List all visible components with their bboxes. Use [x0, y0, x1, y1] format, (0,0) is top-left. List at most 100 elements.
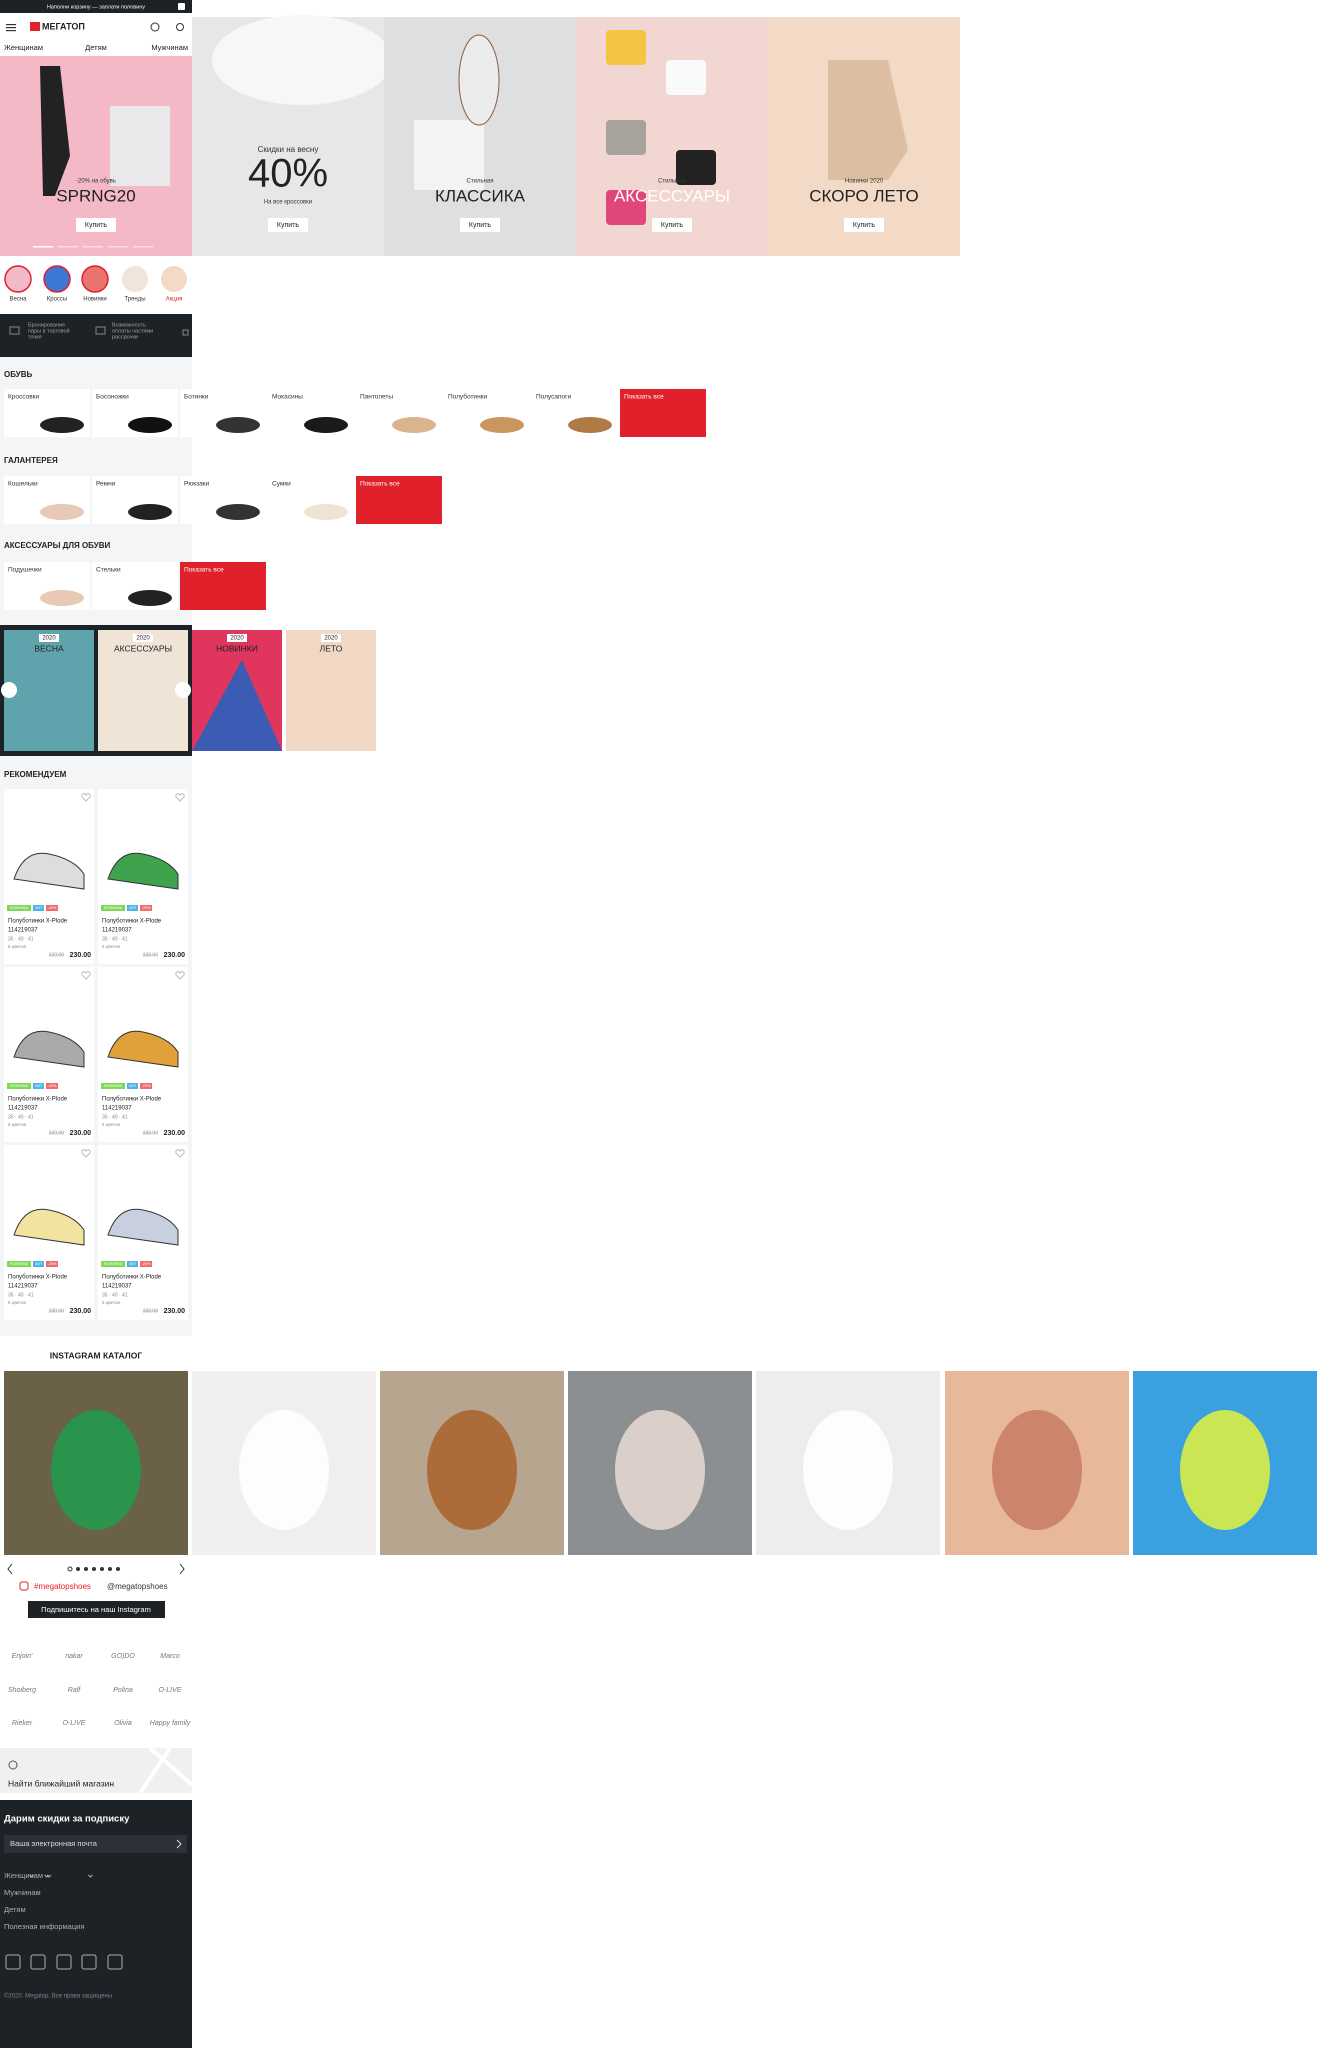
subscribe-instagram-text[interactable]: Подпишитесь на наш Instagram [41, 1605, 151, 1614]
show-all-card[interactable] [180, 562, 266, 610]
pin-icon [8, 1760, 18, 1770]
buy-button[interactable] [460, 218, 500, 232]
collection-card[interactable] [98, 630, 188, 751]
category-name[interactable]: Полусапоги [536, 394, 571, 401]
next-arrow[interactable] [175, 682, 191, 698]
favorite-icon[interactable] [81, 793, 91, 802]
favorite-icon[interactable] [175, 793, 185, 802]
story[interactable] [4, 265, 32, 293]
email-placeholder[interactable]: Ваша электронная почта [10, 1839, 98, 1848]
slide-kicker: -20% на обувь [76, 179, 116, 185]
collection-card[interactable] [4, 630, 94, 751]
category-name[interactable]: Босоножки [96, 394, 129, 401]
category-name[interactable]: Мокасины [272, 394, 303, 401]
story[interactable] [122, 266, 148, 292]
footer-link[interactable]: Детям [4, 1905, 26, 1914]
nav-link[interactable]: Мужчинам [151, 43, 188, 52]
show-all[interactable]: Показать все [624, 394, 664, 401]
section-title: РЕКОМЕНДУЕМ [4, 770, 67, 779]
menu-line[interactable] [6, 24, 16, 26]
story-label[interactable]: Весна [10, 297, 28, 303]
hashtag[interactable]: #megatopshoes [34, 1582, 91, 1591]
product-name[interactable]: Полуботинки X-Plode [8, 919, 68, 925]
menu-line [6, 27, 16, 29]
social-icon[interactable] [81, 1954, 97, 1970]
category-name[interactable]: Стельки [96, 567, 121, 574]
category-name[interactable]: Пантолеты [360, 394, 393, 401]
story[interactable] [43, 265, 71, 293]
old-price: 330.00 [49, 952, 65, 958]
social-icon[interactable] [56, 1954, 72, 1970]
story-label[interactable]: Новинки [83, 297, 107, 303]
story[interactable] [81, 265, 109, 293]
buy-button-text[interactable]: Купить [853, 222, 875, 229]
social-icon[interactable] [107, 1954, 123, 1970]
product-name[interactable]: Полуботинки X-Plode [102, 919, 162, 925]
prev-arrow[interactable] [7, 1563, 13, 1575]
subscribe-instagram-button[interactable] [28, 1601, 165, 1618]
story-label[interactable]: Кроссы [47, 297, 67, 303]
favorite-icon[interactable] [175, 1149, 185, 1158]
category-name[interactable]: Кроссовки [8, 394, 40, 401]
nav-link[interactable]: Детям [85, 43, 107, 52]
product-name[interactable]: Полуботинки X-Plode [8, 1275, 68, 1281]
social-icon[interactable] [5, 1954, 21, 1970]
category-name[interactable]: Полуботинки [448, 393, 487, 401]
buy-button[interactable] [844, 218, 884, 232]
buy-button-text[interactable]: Купить [85, 222, 107, 229]
story-label[interactable]: Акция [166, 297, 183, 303]
show-all-card[interactable] [620, 389, 706, 437]
account[interactable]: @megatopshoes [107, 1582, 168, 1591]
buy-button[interactable] [268, 218, 308, 232]
email-input[interactable] [4, 1835, 187, 1853]
store-finder[interactable]: Найти ближайший магазин [8, 1778, 114, 1788]
brand-logo: O-LIVE [63, 1720, 86, 1727]
buy-button[interactable] [652, 218, 692, 232]
product-name[interactable]: Полуботинки X-Plode [102, 1097, 162, 1103]
category-name[interactable]: Рюкзаки [184, 481, 210, 488]
collection-title[interactable]: ЛЕТО [320, 643, 343, 653]
favorite-icon[interactable] [81, 1149, 91, 1158]
old-price: 330.00 [143, 952, 159, 958]
pagination-dot [116, 1567, 120, 1571]
category-name[interactable]: Сумки [272, 481, 291, 488]
product-tag [127, 905, 138, 911]
show-all[interactable]: Показать все [360, 481, 400, 488]
show-all-card[interactable] [356, 476, 442, 524]
collection-title[interactable]: НОВИНКИ [216, 643, 258, 653]
social-icon[interactable] [30, 1954, 46, 1970]
category-name[interactable]: Кошельки [8, 481, 38, 488]
product-name[interactable]: Полуботинки X-Plode [102, 1275, 162, 1281]
product-tag-text: ХИТ [129, 1262, 137, 1266]
buy-button-text[interactable]: Купить [469, 222, 491, 229]
footer-link[interactable]: Полезная информация [4, 1922, 84, 1931]
product-name[interactable]: Полуботинки X-Plode [8, 1097, 68, 1103]
submit-arrow[interactable] [176, 1839, 182, 1849]
collection-title[interactable]: ВЕСНА [34, 643, 64, 653]
favorite-icon[interactable] [175, 971, 185, 980]
collection-title[interactable]: АКСЕССУАРЫ [114, 643, 172, 653]
story-label[interactable]: Тренды [124, 297, 145, 303]
collection-card[interactable] [286, 630, 376, 751]
brand-logo: Ralf [68, 1687, 82, 1694]
favorite-icon[interactable] [81, 971, 91, 980]
search-icon[interactable] [176, 23, 184, 31]
buy-button[interactable] [76, 218, 116, 232]
buy-button-text[interactable]: Купить [661, 222, 683, 229]
photo-subject [51, 1410, 141, 1530]
story[interactable] [161, 266, 187, 292]
logo[interactable]: МЕГАТОП [42, 21, 85, 31]
chevron [88, 1874, 93, 1878]
buy-button-text[interactable]: Купить [277, 222, 299, 229]
prev-arrow[interactable] [1, 682, 17, 698]
nav-link[interactable]: Женщинам [4, 43, 43, 52]
category-name[interactable]: Ремни [96, 481, 116, 488]
category-name[interactable]: Подушечки [8, 567, 42, 574]
category-name[interactable]: Ботинки [184, 394, 209, 401]
section-title: АКСЕССУАРЫ ДЛЯ ОБУВИ [4, 541, 110, 550]
location-icon[interactable] [150, 22, 160, 32]
next-arrow[interactable] [179, 1563, 185, 1575]
footer-link[interactable]: Женщинам [4, 1871, 43, 1880]
footer-link[interactable]: Мужчинам [4, 1888, 41, 1897]
show-all[interactable]: Показать все [184, 567, 224, 574]
